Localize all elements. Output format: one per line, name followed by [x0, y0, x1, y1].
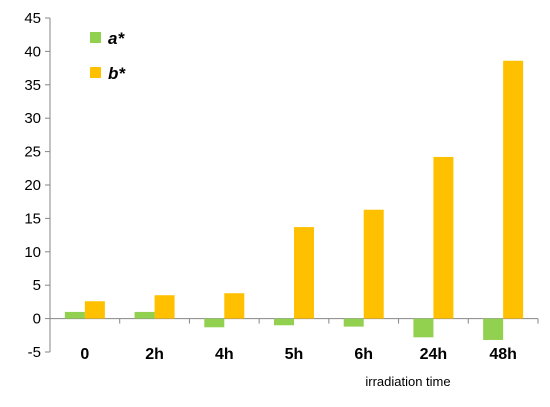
x-category-label: 48h	[489, 346, 517, 363]
bar-b-star-4h	[224, 293, 245, 319]
bar-a-star-24h	[413, 318, 434, 338]
bar-b-star-2h	[154, 295, 175, 319]
bar-b-star-0	[84, 301, 105, 319]
y-tick-label: 35	[24, 77, 41, 94]
x-category-label: 24h	[420, 346, 448, 363]
legend-swatch-b-star	[90, 67, 101, 78]
bar-a-star-4h	[204, 318, 225, 328]
x-category-label: 5h	[285, 346, 304, 363]
y-tick-label: 25	[24, 144, 41, 161]
bar-a-star-2h	[134, 311, 155, 319]
x-category-label: 6h	[354, 346, 373, 363]
y-tick-label: -5	[28, 344, 41, 361]
bar-a-star-48h	[483, 318, 504, 340]
x-category-label: 4h	[215, 346, 234, 363]
bar-group	[64, 60, 524, 340]
y-tick-label: 45	[24, 10, 41, 27]
bar-b-star-48h	[503, 60, 524, 319]
bar-b-star-24h	[433, 156, 454, 319]
bar-a-star-5h	[274, 318, 294, 326]
y-tick-label: 20	[24, 177, 41, 194]
bar-b-star-6h	[363, 209, 384, 319]
bar-a-star-0	[64, 311, 85, 319]
y-tick-label: 15	[24, 210, 41, 227]
x-category-label: 2h	[145, 346, 164, 363]
legend-label-b-star: b*	[108, 64, 126, 83]
bar-a-star-6h	[343, 318, 364, 327]
bar-b-star-5h	[294, 227, 314, 319]
y-axis-ticks: 45 40 35 30 25 20 15 10 5 0 -5	[24, 10, 50, 361]
y-tick-label: 10	[24, 244, 41, 261]
x-category-label: 0	[80, 346, 89, 363]
x-axis-title: irradiation time	[365, 374, 450, 389]
legend-swatch-a-star	[90, 32, 101, 43]
y-tick-label: 5	[33, 277, 41, 294]
x-axis-category-labels: 0 2h 4h 5h 6h 24h 48h	[49, 318, 539, 363]
y-tick-label: 40	[24, 43, 41, 60]
y-tick-label: 30	[24, 110, 41, 127]
legend-label-a-star: a*	[108, 29, 125, 48]
y-tick-label: 0	[33, 311, 41, 328]
legend: a* b*	[90, 29, 126, 83]
